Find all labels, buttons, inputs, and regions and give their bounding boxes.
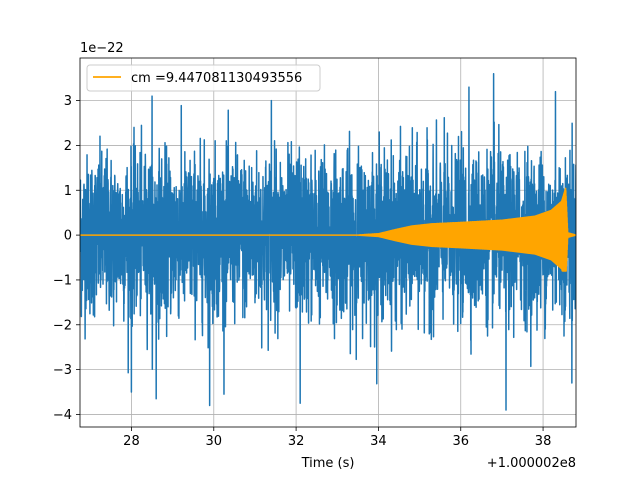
x-tick-label: 30 — [206, 434, 223, 449]
x-tick-label: 32 — [288, 434, 305, 449]
noise-series-line — [80, 72, 576, 411]
x-tick-label: 36 — [452, 434, 469, 449]
y-tick-label: 2 — [64, 139, 72, 154]
y-tick-label: 0 — [64, 229, 72, 244]
x-offset-label: +1.000002e8 — [487, 456, 576, 471]
legend-label-template: cm =9.447081130493556 — [131, 71, 302, 86]
plot-frame — [79, 57, 577, 428]
y-axis-ticks: −4 −3 −2 −1 0 1 2 3 — [53, 94, 80, 423]
y-scale-label: 1e−22 — [80, 41, 124, 56]
y-tick-label: −1 — [53, 273, 72, 288]
y-tick-label: −2 — [53, 318, 72, 333]
x-tick-label: 38 — [535, 434, 552, 449]
y-tick-label: −4 — [53, 408, 72, 423]
x-axis-ticks: 28 30 32 34 36 38 — [123, 427, 551, 449]
y-tick-label: 3 — [64, 94, 72, 109]
legend: cm =9.447081130493556 — [86, 64, 321, 92]
x-tick-label: 28 — [123, 434, 140, 449]
x-tick-label: 34 — [370, 434, 387, 449]
template-series-line — [80, 187, 576, 272]
legend-box — [86, 64, 321, 92]
y-tick-label: 1 — [64, 184, 72, 199]
x-axis-label: Time (s) — [301, 456, 355, 471]
y-tick-label: −3 — [53, 363, 72, 378]
